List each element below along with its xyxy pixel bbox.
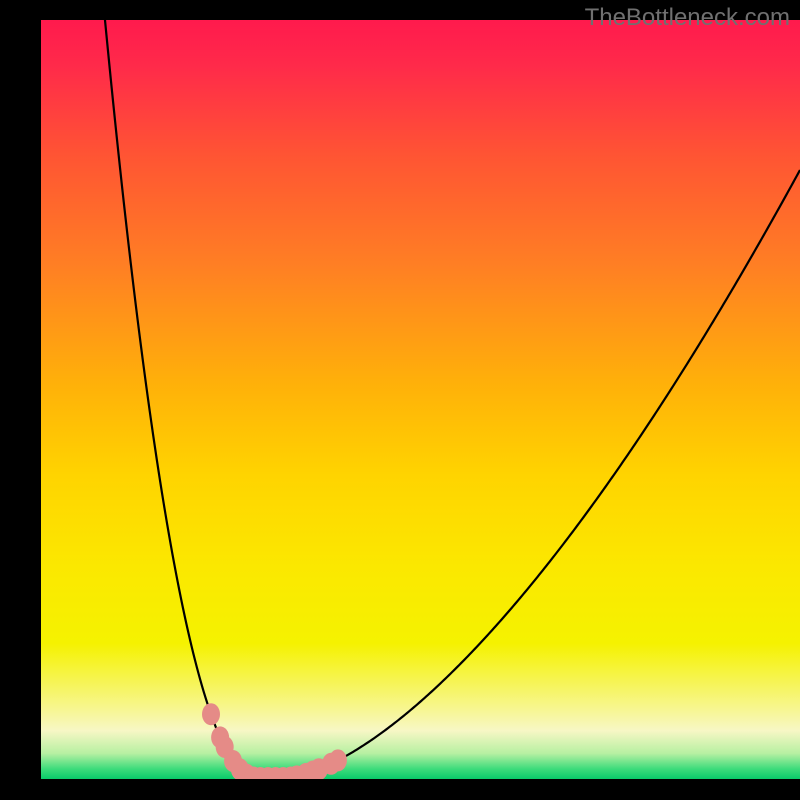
data-dot	[202, 703, 220, 725]
watermark: TheBottleneck.com	[585, 4, 790, 32]
chart-svg	[0, 0, 800, 800]
chart-container: TheBottleneck.com	[0, 0, 800, 800]
data-dot	[329, 749, 347, 771]
plot-background	[40, 20, 800, 780]
